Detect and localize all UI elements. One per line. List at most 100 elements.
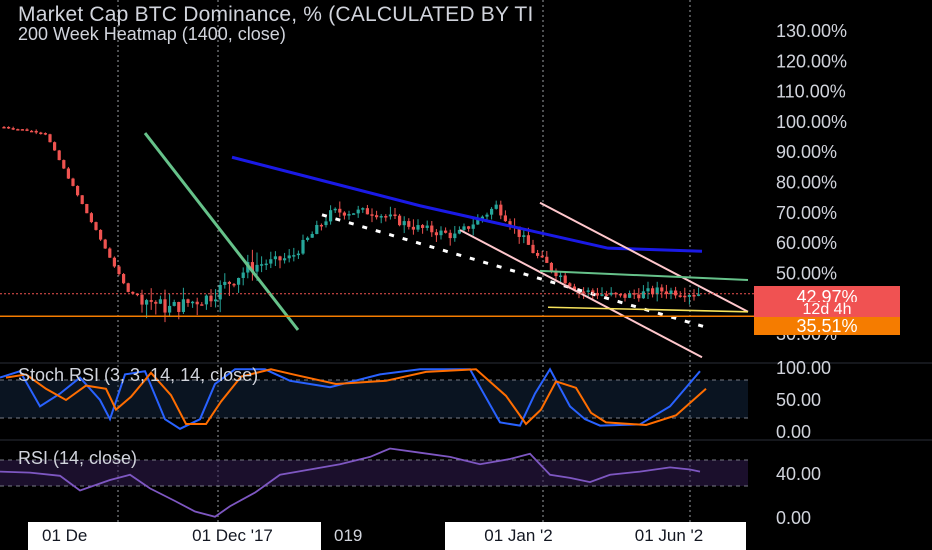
candle-body bbox=[448, 232, 452, 239]
candle-body bbox=[421, 225, 425, 228]
candle-body bbox=[674, 290, 678, 296]
rsi-tick-label: 40.00 bbox=[776, 464, 821, 484]
candle-body bbox=[43, 133, 47, 135]
candle-body bbox=[301, 239, 305, 254]
candle-body bbox=[117, 266, 121, 275]
candle-body bbox=[85, 204, 89, 214]
candle-body bbox=[540, 255, 544, 258]
candle-body bbox=[457, 229, 461, 234]
x-label-2: 01 Dec '17 bbox=[144, 522, 321, 550]
candle-body bbox=[398, 215, 402, 226]
candle-body bbox=[490, 208, 494, 215]
x-label-5: 01 Jun '2 bbox=[592, 522, 746, 550]
candle-body bbox=[572, 286, 576, 291]
candle-body bbox=[333, 208, 337, 211]
candle-body bbox=[241, 272, 245, 278]
candle-body bbox=[361, 208, 365, 210]
candle-body bbox=[260, 264, 264, 266]
candle-body bbox=[7, 126, 11, 129]
candle-body bbox=[356, 209, 360, 214]
candle-body bbox=[430, 225, 434, 233]
candle-body bbox=[25, 129, 29, 131]
level-tag: 35.51% bbox=[754, 317, 900, 335]
rsi-label: RSI (14, close) bbox=[18, 448, 138, 468]
stoch-tick-label: 50.00 bbox=[776, 390, 821, 410]
candle-body bbox=[683, 295, 687, 298]
candle-body bbox=[319, 224, 323, 227]
candle-body bbox=[71, 178, 75, 186]
candle-body bbox=[34, 130, 38, 133]
candle-body bbox=[39, 132, 43, 135]
candle-body bbox=[126, 283, 130, 292]
candle-body bbox=[278, 256, 282, 261]
candle-body bbox=[200, 304, 204, 306]
candle-body bbox=[453, 233, 457, 239]
price-tick-label: 100.00% bbox=[776, 112, 847, 132]
candle-body bbox=[618, 293, 622, 296]
candle-body bbox=[641, 291, 645, 299]
candle-body bbox=[692, 295, 696, 297]
candle-body bbox=[149, 300, 153, 302]
candle-body bbox=[209, 295, 213, 302]
candle-body bbox=[467, 226, 471, 229]
candle-body bbox=[425, 225, 429, 228]
candle-body bbox=[237, 277, 241, 285]
candle-body bbox=[352, 213, 356, 215]
candle-body bbox=[80, 195, 84, 205]
price-tick-label: 70.00% bbox=[776, 203, 837, 223]
stoch-k-line bbox=[0, 367, 701, 430]
candle-body bbox=[11, 128, 15, 130]
candle-body bbox=[609, 292, 613, 295]
candle-body bbox=[135, 293, 139, 296]
dotted-trend-line bbox=[321, 213, 706, 329]
candle-body bbox=[338, 208, 342, 213]
chart-title: Market Cap BTC Dominance, % (CALCULATED … bbox=[18, 3, 534, 26]
candle-body bbox=[554, 270, 558, 277]
candle-body bbox=[365, 208, 369, 215]
rsi-pane bbox=[0, 447, 748, 518]
stoch-tick-label: 0.00 bbox=[776, 422, 811, 442]
candle-body bbox=[264, 263, 268, 266]
candle-body bbox=[600, 294, 604, 296]
candle-body bbox=[287, 255, 291, 259]
candle-body bbox=[494, 204, 498, 209]
candle-body bbox=[559, 275, 563, 277]
ma-200-line bbox=[231, 155, 703, 253]
candle-body bbox=[660, 287, 664, 292]
stoch-tick-label: 100.00 bbox=[776, 358, 831, 378]
countdown-tag: 12d 4h bbox=[754, 302, 900, 318]
candle-body bbox=[402, 221, 406, 226]
candle-body bbox=[632, 293, 636, 295]
candle-body bbox=[646, 288, 650, 292]
candle-body bbox=[108, 248, 112, 258]
candle-body bbox=[20, 129, 24, 131]
candle-body bbox=[517, 226, 521, 237]
candle-body bbox=[76, 185, 80, 196]
candle-body bbox=[582, 291, 586, 293]
x-label-3: 019 bbox=[334, 526, 363, 545]
candle-body bbox=[168, 305, 172, 313]
candle-body bbox=[471, 224, 475, 229]
vertical-marker-lines bbox=[117, 0, 691, 522]
candle-body bbox=[324, 221, 328, 226]
stoch-rsi-label: Stoch RSI (3, 3, 14, 14, close) bbox=[18, 365, 259, 385]
candle-body bbox=[163, 299, 167, 313]
candle-body bbox=[499, 204, 503, 216]
candle-body bbox=[595, 292, 599, 296]
candle-body bbox=[99, 229, 103, 240]
price-tick-label: 130.00% bbox=[776, 21, 847, 41]
candle-body bbox=[503, 215, 507, 222]
grid bbox=[0, 362, 932, 441]
candle-body bbox=[669, 290, 673, 294]
price-tick-label: 50.00% bbox=[776, 263, 837, 283]
candle-body bbox=[122, 274, 126, 284]
candle-body bbox=[191, 301, 195, 304]
candle-body bbox=[393, 214, 397, 217]
candle-body bbox=[273, 256, 277, 260]
candle-body bbox=[255, 264, 259, 272]
candle-body bbox=[508, 221, 512, 227]
candle-body bbox=[485, 214, 489, 217]
price-tick-label: 60.00% bbox=[776, 233, 837, 253]
candle-body bbox=[407, 221, 411, 227]
